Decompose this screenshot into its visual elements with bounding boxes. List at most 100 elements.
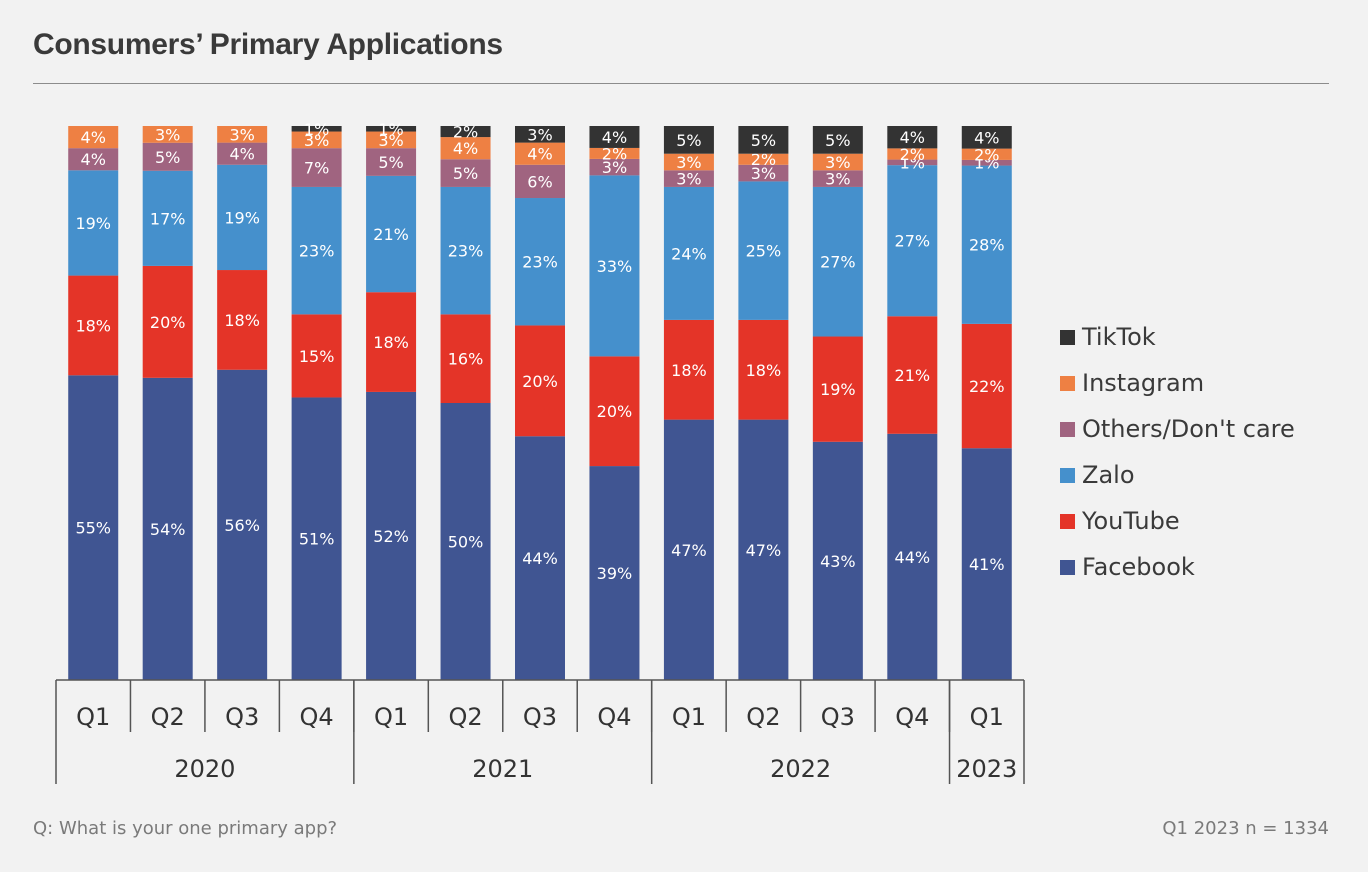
data-label: 27% — [895, 232, 931, 251]
data-label: 4% — [81, 150, 106, 169]
data-label: 21% — [895, 366, 931, 385]
data-label: 52% — [373, 527, 409, 546]
data-label: 20% — [150, 313, 186, 332]
bar-segment — [142, 142, 193, 171]
legend-item: Others/Don't care — [1060, 406, 1295, 452]
bar-segment — [291, 131, 342, 149]
chart-legend: TikTok Instagram Others/Don't care Zalo YouT… — [1060, 314, 1295, 590]
title-divider — [33, 83, 1329, 84]
bar-segment — [589, 158, 640, 176]
legend-label: Others/Don't care — [1082, 415, 1295, 443]
data-label: 1% — [378, 120, 403, 139]
bar-segment — [68, 126, 119, 149]
bar-segment — [812, 153, 863, 171]
data-label: 3% — [825, 153, 850, 172]
bar-segment — [217, 164, 268, 271]
data-label: 3% — [229, 125, 254, 144]
bar-segment — [440, 159, 491, 187]
legend-item: TikTok — [1060, 314, 1295, 360]
bar-segment — [68, 275, 119, 376]
data-label: 47% — [746, 541, 782, 560]
legend-item: YouTube — [1060, 498, 1295, 544]
data-label: 2% — [751, 150, 776, 169]
x-group-label: 2022 — [770, 755, 831, 783]
data-label: 19% — [224, 208, 260, 227]
data-label: 3% — [676, 153, 701, 172]
data-label: 18% — [224, 311, 260, 330]
legend-item: Instagram — [1060, 360, 1295, 406]
bar-segment — [440, 314, 491, 403]
bar-segment — [366, 126, 417, 132]
bar-segment — [515, 436, 565, 680]
legend-label: Instagram — [1082, 369, 1205, 397]
x-tick-label: Q3 — [821, 703, 855, 731]
bar-segment — [812, 336, 863, 442]
data-label: 6% — [527, 172, 552, 191]
sample-size: Q1 2023 n = 1334 — [1162, 818, 1329, 839]
bar-segment — [589, 356, 640, 467]
bar-segment — [589, 147, 640, 159]
x-tick-label: Q4 — [597, 703, 631, 731]
legend-label: YouTube — [1082, 507, 1180, 535]
bar-segment — [68, 148, 119, 171]
bar-segment — [440, 186, 491, 315]
bar-segment — [887, 316, 938, 434]
data-label: 44% — [522, 549, 558, 568]
data-label: 18% — [373, 333, 409, 352]
bar-segment — [663, 126, 714, 154]
data-label: 4% — [602, 128, 627, 147]
bar-segment — [887, 159, 938, 166]
bar-segment — [366, 292, 417, 392]
bar-segment — [738, 153, 789, 165]
bar-segment — [142, 126, 193, 143]
bar-segment — [291, 314, 342, 398]
x-tick-label: Q1 — [76, 703, 110, 731]
bar-segment — [663, 186, 714, 320]
bar-segment — [515, 142, 565, 165]
data-label: 54% — [150, 520, 186, 539]
legend-label: Facebook — [1082, 553, 1195, 581]
bar-segment — [812, 441, 863, 680]
bar-segment — [589, 126, 640, 148]
data-label: 41% — [969, 555, 1005, 574]
data-label: 5% — [825, 131, 850, 150]
bar-segment — [515, 126, 565, 143]
bar-segment — [961, 448, 1012, 680]
bar-segment — [812, 170, 863, 187]
data-label: 4% — [974, 128, 999, 147]
bar-segment — [366, 391, 417, 680]
data-label: 18% — [75, 316, 111, 335]
data-label: 5% — [676, 131, 701, 150]
bar-segment — [217, 369, 268, 680]
data-label: 3% — [825, 170, 850, 189]
data-label: 5% — [155, 148, 180, 167]
bar-segment — [961, 148, 1012, 160]
data-label: 27% — [820, 253, 856, 272]
data-label: 4% — [229, 145, 254, 164]
legend-swatch — [1060, 513, 1075, 529]
x-tick-label: Q1 — [374, 703, 408, 731]
legend-item: Facebook — [1060, 544, 1295, 590]
data-label: 3% — [751, 164, 776, 183]
data-label: 16% — [448, 350, 484, 369]
data-label: 7% — [304, 159, 329, 178]
data-label: 3% — [378, 131, 403, 150]
data-label: 20% — [597, 402, 633, 421]
data-label: 2% — [602, 144, 627, 163]
data-label: 33% — [597, 257, 633, 276]
x-tick-label: Q3 — [225, 703, 259, 731]
data-label: 15% — [299, 347, 335, 366]
data-label: 5% — [751, 131, 776, 150]
legend-swatch — [1060, 467, 1075, 483]
data-label: 4% — [81, 128, 106, 147]
data-label: 18% — [671, 361, 707, 380]
bar-segment — [291, 148, 342, 187]
data-label: 4% — [527, 145, 552, 164]
data-label: 4% — [900, 128, 925, 147]
x-tick-label: Q4 — [300, 703, 334, 731]
data-label: 44% — [895, 548, 931, 567]
data-label: 50% — [448, 533, 484, 552]
bar-segment — [663, 153, 714, 171]
legend-swatch — [1060, 559, 1075, 575]
